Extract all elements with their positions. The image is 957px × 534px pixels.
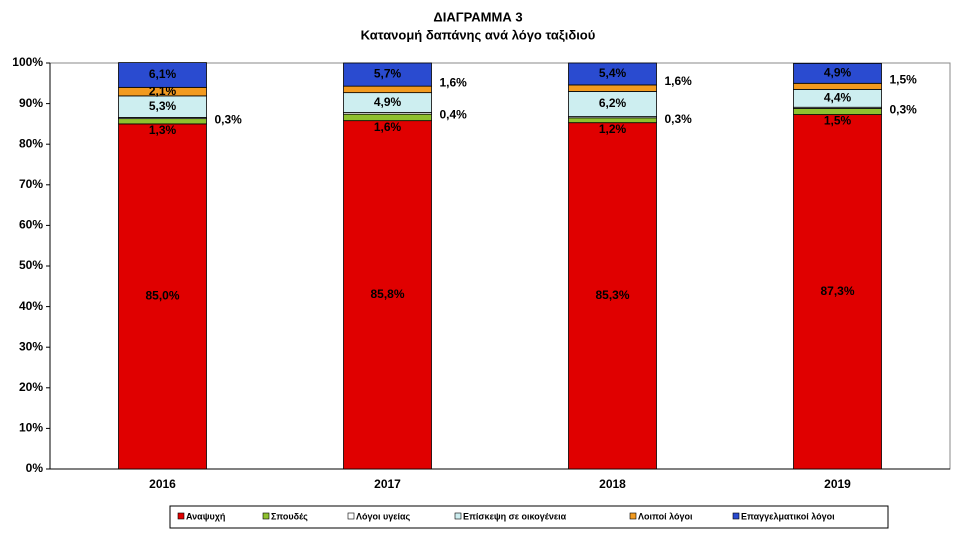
chart-subtitle: Κατανομή δαπάνης ανά λόγο ταξιδιού [361,27,596,42]
value-label: 1,2% [599,122,627,136]
x-tick-label: 2018 [599,477,626,491]
y-tick-label: 30% [19,339,43,353]
value-label: 0,4% [440,108,468,122]
legend-items: Αναψυχή Σπουδές Λόγοι υγείας Επίσκεψη σε οι… [177,511,835,521]
y-tick-label: 70% [19,177,43,191]
bar-segment [343,120,432,470]
bar-segment [793,82,882,90]
value-label: 6,1% [149,67,177,81]
value-label: 5,3% [149,99,177,113]
bar-segment [793,114,882,470]
bar-segment [118,123,207,470]
y-tick-label: 40% [19,299,43,313]
value-label: 1,6% [665,74,693,88]
bar-segment [568,84,657,92]
value-label: 87,3% [820,284,854,298]
value-label: 1,5% [890,72,918,86]
value-label: 5,7% [374,67,402,81]
legend-label: Λόγοι υγείας [356,511,411,521]
value-label: 85,0% [145,289,179,303]
value-label: 0,3% [215,113,243,127]
y-tick-label: 10% [19,421,43,435]
value-label: 1,5% [824,114,852,128]
y-tick-label: 100% [12,55,43,69]
y-tick-label: 0% [26,461,44,475]
y-tick-label: 90% [19,96,43,110]
value-label: 85,8% [370,287,404,301]
value-label: 0,3% [665,112,693,126]
bar-segment [568,62,657,86]
legend-swatch [262,512,270,520]
value-label: 1,6% [374,120,402,134]
value-label: 4,4% [824,90,852,104]
bar-segment [568,91,657,117]
value-label: 4,9% [374,95,402,109]
x-tick-label: 2016 [149,477,176,491]
legend-swatch [177,512,185,520]
legend-label: Σπουδές [271,511,308,521]
y-tick-label: 60% [19,218,43,232]
bar-segment [343,85,432,94]
y-tick-label: 80% [19,136,43,150]
bar-segment [343,62,432,87]
y-tick-label: 20% [19,380,43,394]
value-label: 4,9% [824,66,852,80]
value-label: 5,4% [599,66,627,80]
legend-label: Επαγγελματικοί λόγοι [741,511,835,521]
legend-label: Επίσκεψη σε οικογένεια [463,511,567,521]
legend-label: Λοιποί λόγοι [638,511,693,521]
bar-segment [118,62,207,88]
y-tick-label: 50% [19,258,43,272]
legend-swatch [629,512,637,520]
legend-label: Αναψυχή [186,511,225,521]
bar-segment [793,63,882,84]
legend-swatch [732,512,740,520]
value-label: 1,6% [440,75,468,89]
legend-swatch [454,512,462,520]
value-label: 6,2% [599,96,627,110]
bar-segment [568,122,657,470]
x-tick-label: 2017 [374,477,401,491]
legend-swatch [347,512,355,520]
x-tick-label: 2019 [824,477,851,491]
legend [169,505,889,529]
chart-title: ΔΙΑΓΡΑΜΜΑ 3 [433,9,522,24]
value-label: 85,3% [595,288,629,302]
value-label: 1,3% [149,123,177,137]
value-label: 0,3% [890,102,918,116]
